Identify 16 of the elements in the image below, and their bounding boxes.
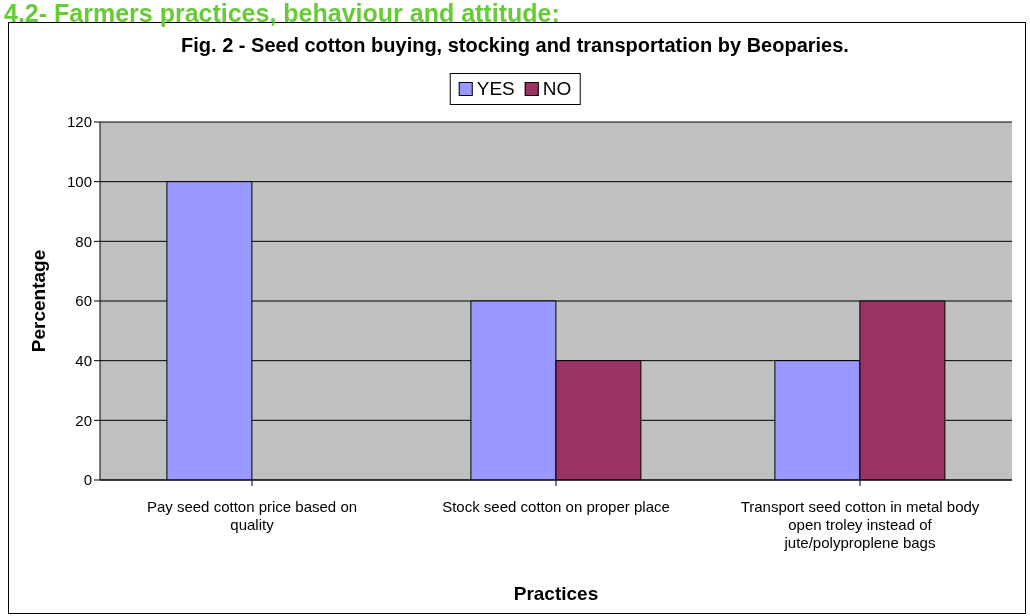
- y-tick-label: 100: [66, 172, 92, 190]
- x-axis-title: Practices: [513, 583, 599, 604]
- x-tick-label: Pay seed cotton price based on quality: [146, 498, 358, 533]
- y-tick-label: 40: [75, 351, 92, 369]
- y-tick-label: 120: [66, 113, 92, 131]
- x-tick-label: Transport seed cotton in metal body open troley instead of jute/polyproplene bags: [740, 498, 980, 551]
- y-axis-title: Percentage: [27, 249, 49, 353]
- y-tick-label: 80: [75, 232, 92, 250]
- text: 4.2- Farmers practices, behaviour and attitude:: [4, 0, 560, 27]
- y-tick-label: 60: [75, 292, 92, 310]
- y-tick-label: 20: [75, 411, 92, 429]
- legend-label: YES: [476, 78, 515, 100]
- x-tick-label: Stock seed cotton on proper place: [442, 498, 670, 515]
- chart-title: Fig. 2 - Seed cotton buying, stocking and transportation by Beoparies.: [180, 34, 850, 57]
- legend-label: NO: [542, 78, 572, 100]
- y-tick-label: 0: [83, 471, 92, 489]
